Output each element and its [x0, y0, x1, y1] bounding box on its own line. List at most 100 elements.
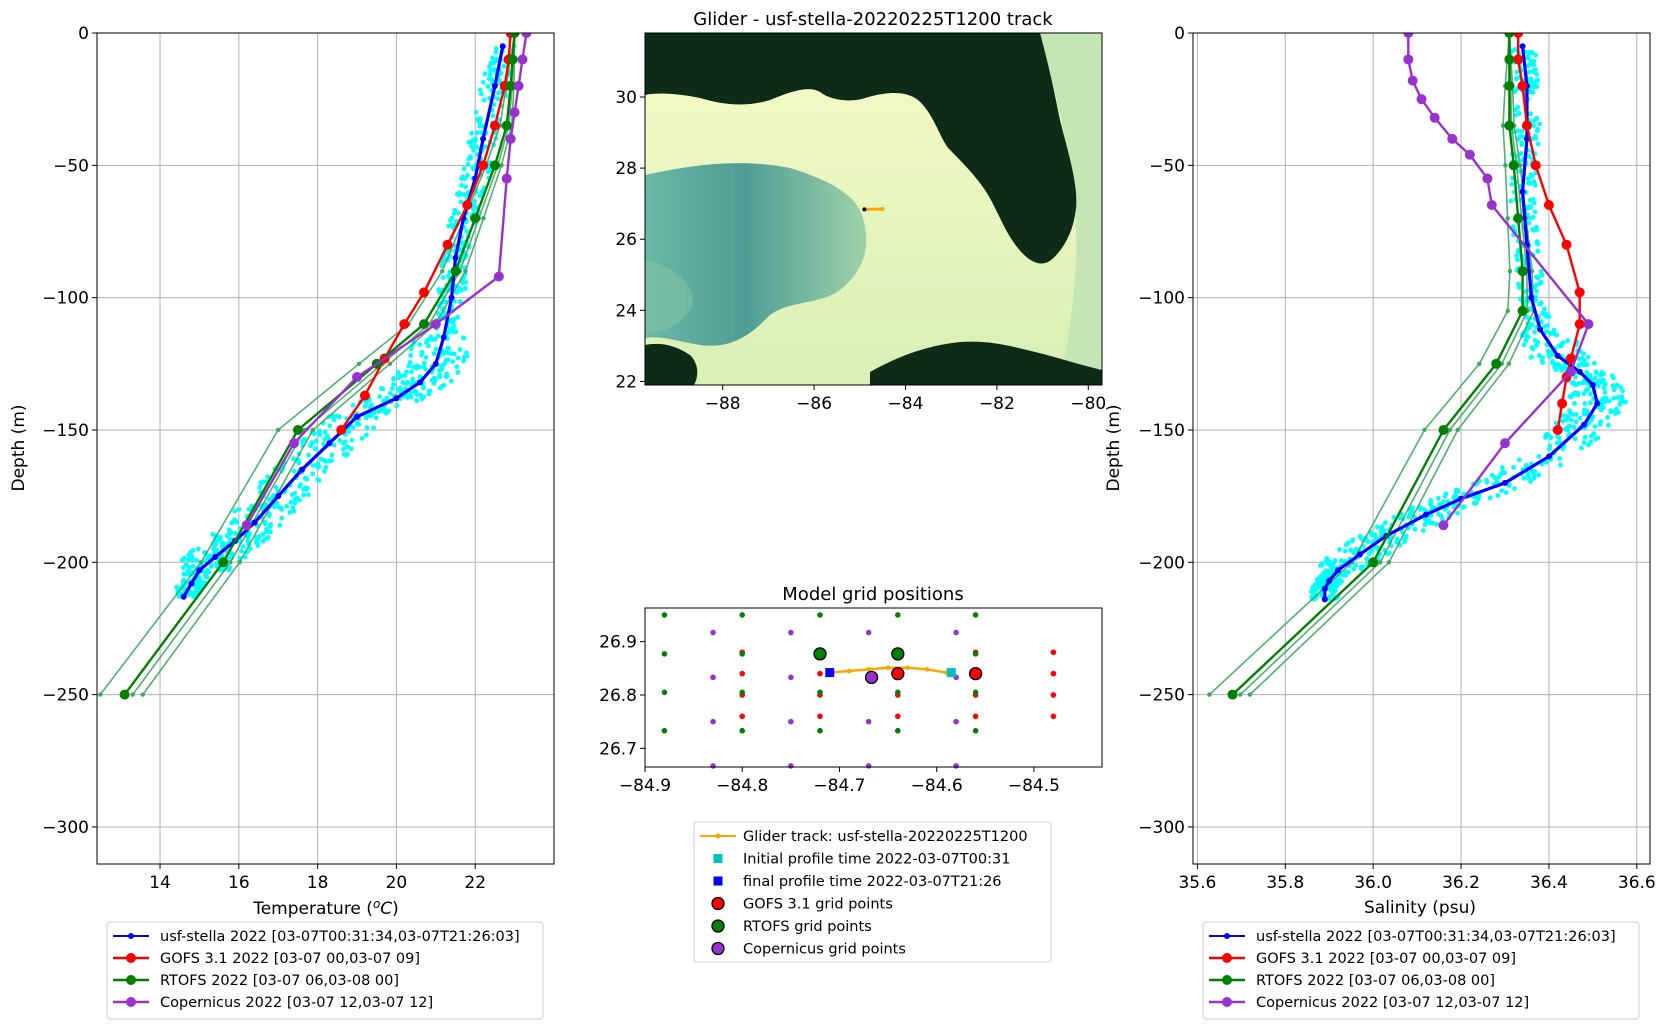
- cloud-point: [446, 274, 451, 279]
- cloud-point: [1443, 494, 1448, 499]
- cloud-point: [1586, 442, 1591, 447]
- x-tick-label: −82: [979, 394, 1015, 414]
- series-point: [189, 580, 195, 586]
- rtofs-ensemble-point: [228, 560, 232, 564]
- cloud-point: [1504, 490, 1509, 495]
- x-tick-label: 36.0: [1354, 873, 1392, 893]
- cloud-point: [196, 547, 201, 552]
- cloud-point: [391, 377, 396, 382]
- cloud-point: [1395, 537, 1400, 542]
- gofs-near-point: [970, 668, 982, 680]
- cloud-point: [1535, 275, 1540, 280]
- cloud-point: [1545, 432, 1550, 437]
- cloud-point: [181, 572, 186, 577]
- series-point: [1520, 43, 1526, 49]
- cloud-point: [1484, 478, 1489, 483]
- copernicus-grid-point: [788, 719, 794, 725]
- cloud-point: [360, 436, 365, 441]
- legend-marker: [1222, 997, 1232, 1007]
- series-point: [1438, 425, 1448, 435]
- cloud-point: [1535, 340, 1540, 345]
- cloud-point: [274, 485, 279, 490]
- cloud-point: [1534, 289, 1539, 294]
- grid-positions-panel: Model grid positions −84.9−84.8−84.7−84.…: [599, 584, 1102, 962]
- cloud-point: [350, 425, 355, 430]
- rtofs-grid-point: [895, 690, 901, 696]
- series-point: [1575, 319, 1585, 329]
- series-point: [1553, 425, 1563, 435]
- series-point: [1555, 353, 1561, 359]
- grid-positions-legend: Glider track: usf-stella-20220225T1200In…: [694, 822, 1051, 962]
- rtofs-grid-point: [895, 612, 901, 618]
- cloud-point: [364, 425, 369, 430]
- cloud-point: [1511, 465, 1516, 470]
- cloud-point: [289, 500, 294, 505]
- x-tick-label: 20: [386, 873, 408, 893]
- series-point: [289, 438, 299, 448]
- cloud-point: [1600, 397, 1605, 402]
- cloud-point: [445, 374, 450, 379]
- cloud-point: [1528, 111, 1533, 116]
- cloud-point: [1557, 363, 1562, 368]
- cloud-point: [1614, 407, 1619, 412]
- cloud-point: [1502, 470, 1507, 475]
- series-point: [218, 557, 228, 567]
- x-tick-label: 36.4: [1530, 873, 1568, 893]
- cloud-point: [1402, 539, 1407, 544]
- legend-marker: [126, 953, 136, 963]
- cloud-point: [1530, 174, 1535, 179]
- cloud-point: [404, 369, 409, 374]
- cloud-point: [1569, 394, 1574, 399]
- cloud-point: [1509, 199, 1514, 204]
- rtofs-ensemble-point: [1503, 163, 1507, 167]
- series-point: [1544, 200, 1554, 210]
- cloud-point: [461, 335, 466, 340]
- rtofs-near-point: [892, 648, 904, 660]
- cloud-point: [1533, 53, 1538, 58]
- cloud-point: [1605, 399, 1610, 404]
- cloud-point: [1514, 70, 1519, 75]
- series-point: [1557, 399, 1567, 409]
- cloud-point: [1375, 525, 1380, 530]
- temperature-ylabel: Depth (m): [9, 404, 29, 491]
- cloud-point: [1588, 392, 1593, 397]
- copernicus-grid-point: [788, 630, 794, 636]
- gofs-grid-point: [1051, 649, 1057, 655]
- gofs-grid-point: [895, 714, 901, 720]
- cloud-point: [459, 287, 464, 292]
- cloud-point: [184, 562, 189, 567]
- cloud-point: [1535, 128, 1540, 133]
- cloud-point: [1335, 580, 1340, 585]
- cloud-point: [1583, 435, 1588, 440]
- series-point: [462, 200, 472, 210]
- gofs-grid-point: [817, 671, 823, 677]
- cloud-point: [1602, 385, 1607, 390]
- cloud-point: [1558, 463, 1563, 468]
- cloud-point: [1526, 63, 1531, 68]
- cloud-point: [1539, 269, 1544, 274]
- legend-marker: [1222, 975, 1232, 985]
- cloud-point: [1439, 513, 1444, 518]
- rtofs-ensemble-point: [1422, 428, 1426, 432]
- cloud-point: [1537, 121, 1542, 126]
- glider-track-point: [905, 665, 910, 670]
- cloud-point: [1578, 416, 1583, 421]
- cloud-point: [304, 487, 309, 492]
- cloud-point: [1611, 375, 1616, 380]
- series-point: [1594, 401, 1600, 407]
- cloud-point: [1536, 473, 1541, 478]
- y-tick-label: −250: [42, 686, 89, 706]
- series-point: [1500, 438, 1510, 448]
- cloud-point: [442, 383, 447, 388]
- legend-label: GOFS 3.1 2022 [03-07 00,03-07 09]: [160, 951, 420, 967]
- rtofs-ensemble-point: [141, 692, 145, 696]
- x-tick-label: 35.6: [1178, 873, 1216, 893]
- series-point: [508, 54, 518, 64]
- cloud-point: [272, 504, 277, 509]
- cloud-point: [1418, 507, 1423, 512]
- series-point: [1430, 113, 1440, 123]
- cloud-point: [1455, 511, 1460, 516]
- cloud-point: [455, 315, 460, 320]
- cloud-point: [1582, 411, 1587, 416]
- legend-label: GOFS 3.1 grid points: [743, 897, 893, 913]
